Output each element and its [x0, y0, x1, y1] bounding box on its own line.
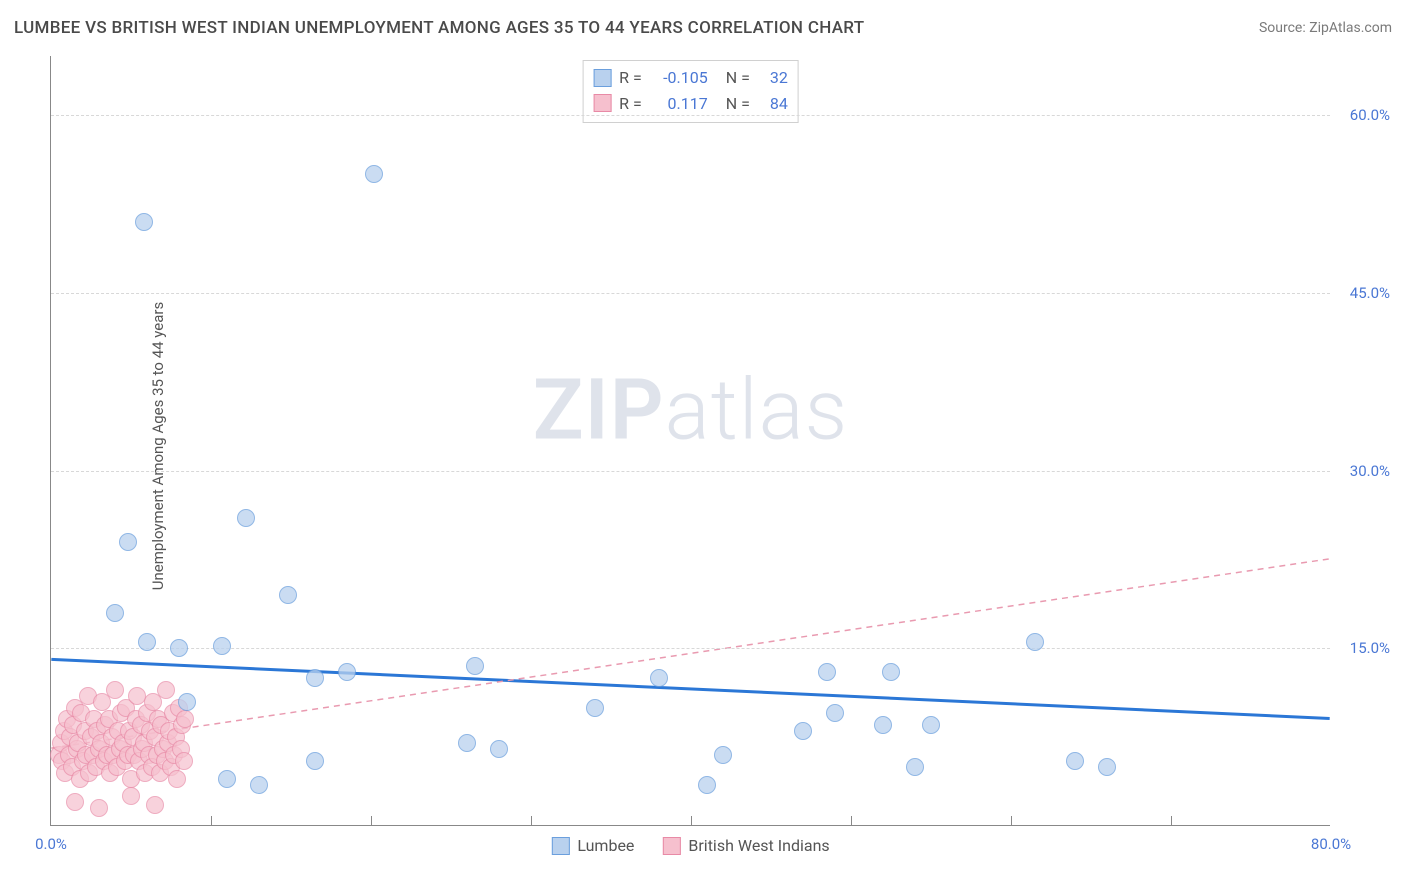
source-attribution: Source: ZipAtlas.com	[1259, 20, 1392, 36]
y-tick-label: 30.0%	[1335, 462, 1390, 480]
gridline-h	[51, 648, 1330, 649]
y-tick-label: 15.0%	[1335, 639, 1390, 657]
trend-lines-layer	[51, 56, 1330, 825]
x-tick-mark	[1171, 816, 1172, 826]
scatter-point-lumbee	[213, 637, 231, 655]
scatter-point-british-west-indians	[157, 681, 175, 699]
correlation-legend: R = -0.105 N = 32 R = 0.117 N = 84	[582, 60, 799, 123]
legend-item-lumbee: Lumbee	[551, 836, 634, 855]
scatter-point-lumbee	[250, 776, 268, 794]
scatter-point-lumbee	[826, 704, 844, 722]
scatter-point-lumbee	[874, 716, 892, 734]
scatter-point-british-west-indians	[106, 681, 124, 699]
gridline-h	[51, 293, 1330, 294]
legend-item-bwi: British West Indians	[662, 836, 829, 855]
scatter-point-lumbee	[586, 699, 604, 717]
swatch-icon	[551, 837, 569, 855]
scatter-point-lumbee	[178, 693, 196, 711]
scatter-point-lumbee	[365, 165, 383, 183]
gridline-h	[51, 115, 1330, 116]
scatter-point-lumbee	[882, 663, 900, 681]
scatter-point-lumbee	[458, 734, 476, 752]
scatter-point-british-west-indians	[90, 799, 108, 817]
scatter-point-lumbee	[338, 663, 356, 681]
scatter-point-lumbee	[279, 586, 297, 604]
scatter-point-lumbee	[650, 669, 668, 687]
scatter-point-lumbee	[119, 533, 137, 551]
y-tick-label: 45.0%	[1335, 284, 1390, 302]
swatch-icon	[662, 837, 680, 855]
scatter-point-lumbee	[714, 746, 732, 764]
scatter-point-british-west-indians	[146, 796, 164, 814]
scatter-point-lumbee	[306, 752, 324, 770]
scatter-point-british-west-indians	[176, 710, 194, 728]
x-tick-mark	[851, 816, 852, 826]
x-tick-label: 80.0%	[1311, 835, 1351, 853]
scatter-point-lumbee	[794, 722, 812, 740]
scatter-point-lumbee	[1026, 633, 1044, 651]
scatter-point-british-west-indians	[168, 770, 186, 788]
swatch-icon	[593, 94, 611, 112]
scatter-point-lumbee	[818, 663, 836, 681]
watermark: ZIPatlas	[533, 360, 848, 459]
scatter-point-lumbee	[698, 776, 716, 794]
corr-row-lumbee: R = -0.105 N = 32	[593, 65, 788, 91]
x-tick-mark	[1011, 816, 1012, 826]
scatter-point-lumbee	[106, 604, 124, 622]
series-legend: Lumbee British West Indians	[551, 836, 829, 855]
y-tick-label: 60.0%	[1335, 106, 1390, 124]
x-tick-mark	[211, 816, 212, 826]
x-tick-mark	[691, 816, 692, 826]
corr-row-bwi: R = 0.117 N = 84	[593, 91, 788, 117]
chart-header: LUMBEE VS BRITISH WEST INDIAN UNEMPLOYME…	[14, 18, 1392, 38]
x-tick-label: 0.0%	[35, 835, 67, 853]
scatter-point-lumbee	[237, 509, 255, 527]
swatch-icon	[593, 69, 611, 87]
x-tick-mark	[371, 816, 372, 826]
chart-title: LUMBEE VS BRITISH WEST INDIAN UNEMPLOYME…	[14, 18, 864, 38]
bwi-trend	[51, 559, 1329, 748]
scatter-point-lumbee	[922, 716, 940, 734]
scatter-point-lumbee	[306, 669, 324, 687]
scatter-point-lumbee	[218, 770, 236, 788]
scatter-point-lumbee	[466, 657, 484, 675]
scatter-plot-area: ZIPatlas R = -0.105 N = 32 R = 0.117 N =…	[50, 56, 1330, 826]
scatter-point-lumbee	[138, 633, 156, 651]
scatter-point-lumbee	[170, 639, 188, 657]
scatter-point-lumbee	[906, 758, 924, 776]
scatter-point-british-west-indians	[175, 752, 193, 770]
lumbee-trend	[51, 659, 1329, 718]
gridline-h	[51, 471, 1330, 472]
scatter-point-british-west-indians	[122, 787, 140, 805]
scatter-point-lumbee	[490, 740, 508, 758]
scatter-point-lumbee	[1098, 758, 1116, 776]
scatter-point-lumbee	[1066, 752, 1084, 770]
scatter-point-lumbee	[135, 213, 153, 231]
x-tick-mark	[531, 816, 532, 826]
scatter-point-british-west-indians	[66, 793, 84, 811]
